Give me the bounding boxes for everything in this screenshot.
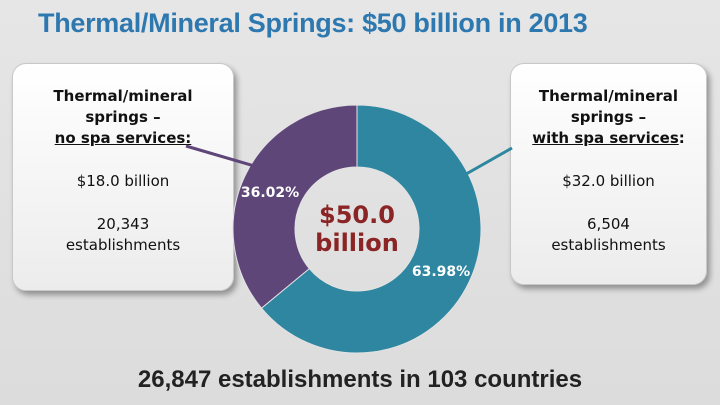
no-spa-connector-line: [185, 144, 276, 174]
no-spa-count: 20,343: [96, 215, 150, 233]
with-spa-count: 6,504: [587, 215, 630, 233]
donut-slice-no-spa: [232, 104, 358, 309]
slice-label-no-spa: 36.02%: [241, 185, 299, 201]
with-spa-heading-1: Thermal/mineral: [538, 87, 679, 105]
with-spa-heading-colon: :: [678, 129, 685, 147]
with-spa-connector-line: [444, 146, 513, 188]
donut-slice-with-spa: [260, 104, 482, 354]
no-spa-heading-2: springs –: [85, 108, 161, 126]
slide-title: Thermal/Mineral Springs: $50 billion in …: [38, 8, 588, 38]
no-spa-heading-3: no spa services:: [54, 129, 192, 147]
slice-label-with-spa: 63.98%: [412, 264, 470, 280]
center-label-unit: billion: [315, 229, 399, 257]
center-label-amount: $50.0: [319, 201, 395, 229]
with-spa-heading-2: springs –: [570, 108, 647, 126]
no-spa-value: $18.0 billion: [76, 172, 170, 190]
with-spa-callout: Thermal/mineral springs – with spa service…: [510, 63, 707, 285]
no-spa-count-label: establishments: [65, 236, 181, 254]
no-spa-heading-1: Thermal/mineral: [53, 87, 193, 105]
with-spa-value: $32.0 billion: [562, 172, 655, 190]
with-spa-count-label: establishments: [551, 236, 666, 254]
footer-summary: 26,847 establishments in 103 countries: [137, 366, 583, 393]
no-spa-callout: Thermal/mineral springs – no spa services:…: [12, 63, 234, 291]
with-spa-heading-3: with spa services: [532, 129, 679, 147]
